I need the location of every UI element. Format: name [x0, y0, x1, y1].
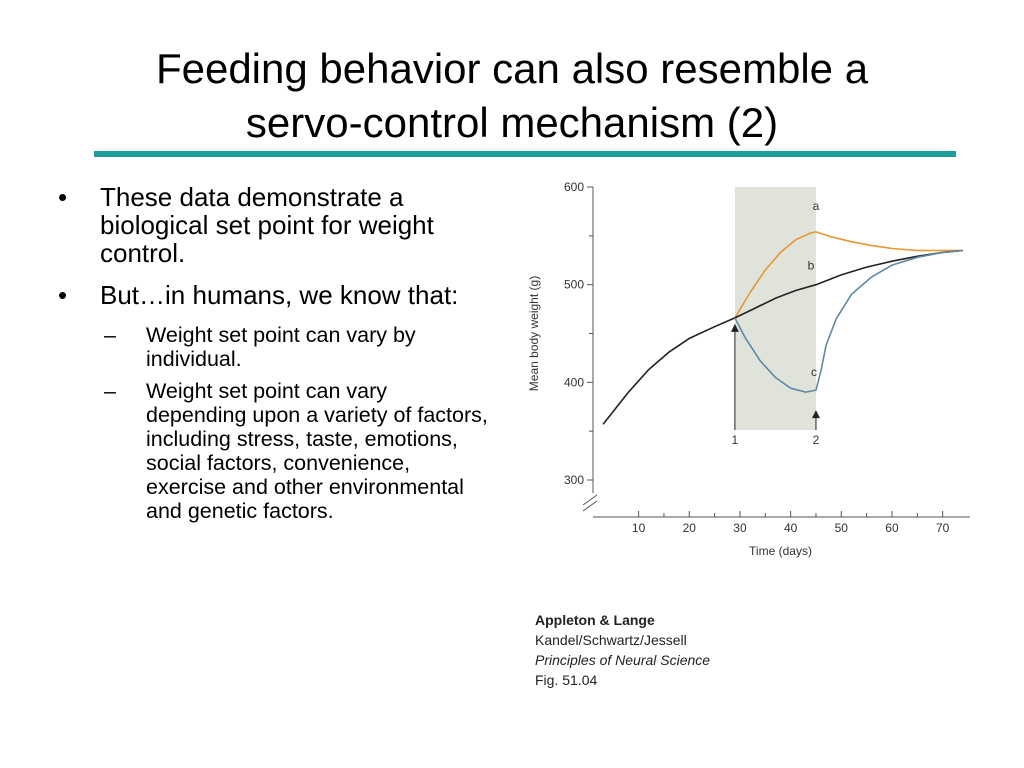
y-tick-label: 600: [564, 180, 584, 194]
marker-label: 1: [732, 433, 739, 447]
caption-publisher: Appleton & Lange: [535, 612, 655, 628]
bullet-list: • These data demonstrate a biological se…: [58, 183, 488, 531]
x-tick-label: 20: [683, 521, 697, 535]
body-weight-chart: 300 400 500 600 10 20 30 40 50 60 70 Time (days) Mea…: [527, 180, 970, 558]
sub-bullet-item: – Weight set point can vary depending up…: [100, 379, 488, 523]
bullet-item: • These data demonstrate a biological se…: [58, 183, 488, 267]
x-tick-label: 60: [885, 521, 899, 535]
marker-arrowhead: [730, 323, 739, 332]
caption-authors: Kandel/Schwartz/Jessell: [535, 632, 687, 648]
series-line-a: [734, 231, 963, 319]
bullet-text: These data demonstrate a biological set …: [100, 182, 434, 268]
series-line-c: [734, 249, 963, 393]
bullet-item: • But…in humans, we know that:: [58, 281, 488, 309]
y-tick-label: 500: [564, 278, 584, 292]
series-label-b: b: [808, 259, 815, 273]
title-line-2: servo-control mechanism (2): [245, 99, 779, 146]
marker-label: 2: [813, 433, 820, 447]
x-axis-label: Time (days): [749, 544, 812, 558]
marker-arrowhead: [811, 410, 820, 419]
title-divider: [94, 151, 956, 157]
y-tick-label: 400: [564, 375, 584, 389]
figure-caption: Appleton & Lange Kandel/Schwartz/Jessell…: [535, 610, 710, 690]
y-axis-label: Mean body weight (g): [527, 276, 541, 391]
sub-bullet-item: – Weight set point can vary by individua…: [100, 323, 488, 371]
sub-bullet-text: Weight set point can vary by individual.: [146, 323, 416, 371]
bullet-marker: •: [58, 280, 68, 310]
caption-figure: Fig. 51.04: [535, 672, 598, 688]
x-tick-label: 40: [784, 521, 798, 535]
caption-book: Principles of Neural Science: [535, 652, 711, 668]
bullet-marker: •: [58, 182, 68, 212]
series-line-b: [602, 249, 963, 425]
title-line-1: Feeding behavior can also resemble a: [155, 45, 869, 92]
series-label-c: c: [811, 365, 817, 379]
shaded-region: [734, 187, 816, 430]
x-tick-label: 10: [632, 521, 646, 535]
y-tick-label: 300: [564, 473, 584, 487]
x-tick-label: 70: [936, 521, 950, 535]
sub-bullet-text: Weight set point can vary depending upon…: [146, 379, 488, 523]
bullet-text: But…in humans, we know that:: [100, 280, 459, 310]
sub-bullet-marker: –: [104, 379, 116, 403]
x-tick-label: 50: [835, 521, 849, 535]
series-label-a: a: [813, 199, 820, 213]
axis-break-mark: [582, 500, 598, 512]
sub-bullet-marker: –: [104, 323, 116, 347]
x-tick-label: 30: [733, 521, 747, 535]
axis-break-mark: [582, 494, 598, 506]
slide-title: Feeding behavior can also resemble a ser…: [0, 42, 1024, 150]
